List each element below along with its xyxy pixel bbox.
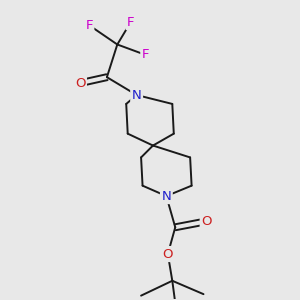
Text: O: O	[75, 76, 86, 90]
Text: O: O	[201, 215, 212, 228]
Text: O: O	[163, 248, 173, 260]
Text: F: F	[127, 16, 134, 29]
Text: N: N	[161, 190, 171, 202]
Text: F: F	[85, 19, 93, 32]
Text: N: N	[132, 88, 142, 101]
Text: F: F	[142, 48, 149, 62]
